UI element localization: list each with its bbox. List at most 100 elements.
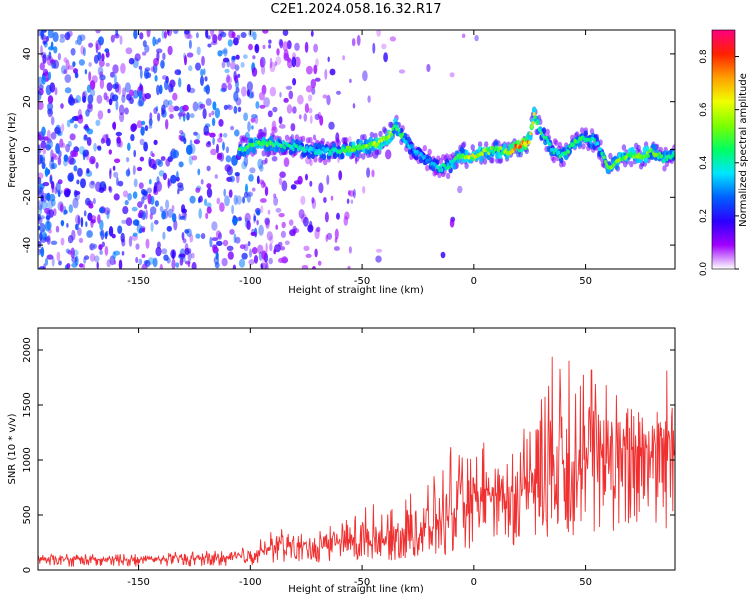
spectrogram-noise-blob	[187, 248, 192, 254]
spectrogram-signal-layer	[237, 106, 675, 180]
spectrogram-noise-blob	[46, 137, 52, 144]
spectrogram-noise-blob	[269, 86, 277, 97]
spectrogram-noise-blob	[83, 210, 87, 217]
spectrogram-noise-blob	[189, 195, 196, 204]
spectrogram-noise-blob	[250, 231, 257, 237]
snr-y-tick-label: 1000	[22, 447, 33, 472]
spectrogram-noise-blob	[157, 112, 161, 122]
spectrogram-noise-blob	[83, 135, 88, 142]
spectrogram-noise-blob	[138, 228, 143, 234]
spectrogram-noise-blob	[288, 90, 294, 100]
spectrogram-y-tick-label: 0	[22, 146, 33, 152]
spectrogram-noise-blob	[217, 137, 223, 143]
spectrogram-noise-blob	[136, 224, 143, 234]
spectrogram-noise-blob	[66, 31, 70, 39]
spectrogram-noise-blob	[184, 229, 190, 234]
spectrogram-noise-blob	[316, 226, 321, 233]
spectrogram-signal-blob	[600, 151, 604, 156]
spectrogram-noise-blob	[45, 77, 50, 82]
spectrogram-noise-blob	[169, 113, 174, 119]
spectrogram-noise-blob	[200, 68, 204, 77]
spectrogram-noise-blob	[348, 246, 352, 254]
spectrogram-noise-blob	[260, 205, 264, 214]
spectrogram-noise-blob	[193, 131, 198, 136]
spectrogram-noise-blob	[258, 224, 264, 236]
colorbar-label: Normalized spectral amplitude	[738, 73, 749, 227]
spectrogram-noise-blob	[99, 74, 106, 81]
spectrogram-noise-blob	[89, 243, 94, 251]
spectrogram-noise-blob	[167, 45, 173, 56]
spectrogram-noise-blob	[159, 84, 163, 95]
spectrogram-noise-blob	[263, 182, 266, 188]
spectrogram-noise-blob	[133, 149, 136, 158]
spectrogram-noise-blob	[212, 34, 218, 44]
spectrogram-panel: -150 -100 -50 0 50 -40 -20 0 20 40 Height of str…	[7, 29, 676, 296]
spectrogram-noise-blob	[235, 79, 239, 89]
spectrogram-signal-blob	[294, 134, 300, 141]
spectrogram-signal-blob	[362, 133, 367, 141]
spectrogram-noise-blob	[38, 240, 42, 248]
spectrogram-noise-blob	[278, 213, 285, 218]
spectrogram-noise-blob	[305, 253, 312, 258]
spectrogram-signal-blob	[656, 155, 660, 160]
spectrogram-noise-blob	[113, 74, 117, 85]
spectrogram-signal-blob	[658, 151, 661, 156]
spectrogram-signal-blob	[449, 159, 452, 164]
spectrogram-noise-blob	[56, 251, 61, 262]
spectrogram-noise-blob	[184, 55, 187, 66]
spectrogram-noise-blob	[326, 94, 331, 106]
spectrogram-noise-blob	[178, 213, 182, 221]
spectrogram-noise-blob	[301, 264, 309, 269]
spectrogram-noise-blob	[199, 103, 206, 109]
spectrogram-noise-blob	[98, 207, 105, 214]
spectrogram-noise-blob	[336, 212, 340, 220]
spectrogram-noise-blob	[311, 87, 316, 95]
spectrogram-noise-blob	[149, 112, 153, 120]
spectrogram-noise-blob	[136, 120, 143, 129]
spectrogram-noise-blob	[44, 257, 49, 266]
spectrogram-noise-blob	[303, 113, 308, 122]
spectrogram-noise-blob	[179, 257, 184, 266]
spectrogram-signal-blob	[534, 115, 537, 120]
spectrogram-noise-blob	[238, 216, 242, 221]
spectrogram-noise-blob	[338, 170, 343, 181]
spectrogram-noise-blob	[260, 262, 268, 269]
colorbar-tick-label: 0.8	[699, 49, 709, 64]
spectrogram-noise-blob	[248, 174, 254, 182]
spectrogram-noise-blob	[195, 62, 201, 71]
spectrogram-noise-blob	[84, 123, 89, 128]
spectrogram-noise-blob	[66, 188, 72, 195]
spectrogram-signal-blob	[427, 148, 432, 156]
spectrogram-noise-blob	[319, 115, 324, 126]
spectrogram-noise-blob	[99, 71, 104, 78]
spectrogram-noise-blob	[51, 62, 57, 69]
spectrogram-noise-blob	[110, 34, 115, 43]
spectrogram-noise-blob	[227, 39, 233, 47]
spectrogram-noise-blob	[226, 59, 231, 68]
spectrogram-noise-blob	[153, 107, 158, 115]
spectrogram-noise-blob	[70, 48, 76, 56]
spectrogram-noise-blob	[205, 141, 212, 148]
spectrogram-noise-blob	[99, 249, 103, 255]
spectrogram-noise-blob	[168, 105, 175, 113]
spectrogram-noise-blob	[262, 30, 269, 34]
spectrogram-noise-blob	[161, 210, 167, 220]
spectrogram-signal-blob	[493, 140, 499, 147]
spectrogram-noise-blob	[127, 193, 132, 201]
spectrogram-noise-blob	[97, 146, 102, 151]
spectrogram-noise-blob	[137, 166, 143, 172]
spectrogram-noise-blob	[125, 169, 131, 177]
spectrogram-noise-blob	[178, 161, 184, 168]
spectrogram-noise-blob	[178, 69, 181, 76]
spectrogram-noise-blob	[233, 233, 237, 244]
spectrogram-noise-blob	[231, 31, 236, 39]
spectrogram-noise-blob	[101, 53, 105, 62]
spectrogram-noise-blob	[141, 254, 146, 258]
spectrogram-signal-blob	[323, 158, 328, 166]
spectrogram-noise-blob	[137, 201, 143, 208]
spectrogram-noise-blob	[288, 219, 294, 226]
spectrogram-noise-blob	[273, 193, 277, 199]
spectrogram-noise-blob	[112, 64, 119, 74]
spectrogram-noise-blob	[131, 206, 138, 212]
spectrogram-noise-blob	[74, 192, 80, 201]
